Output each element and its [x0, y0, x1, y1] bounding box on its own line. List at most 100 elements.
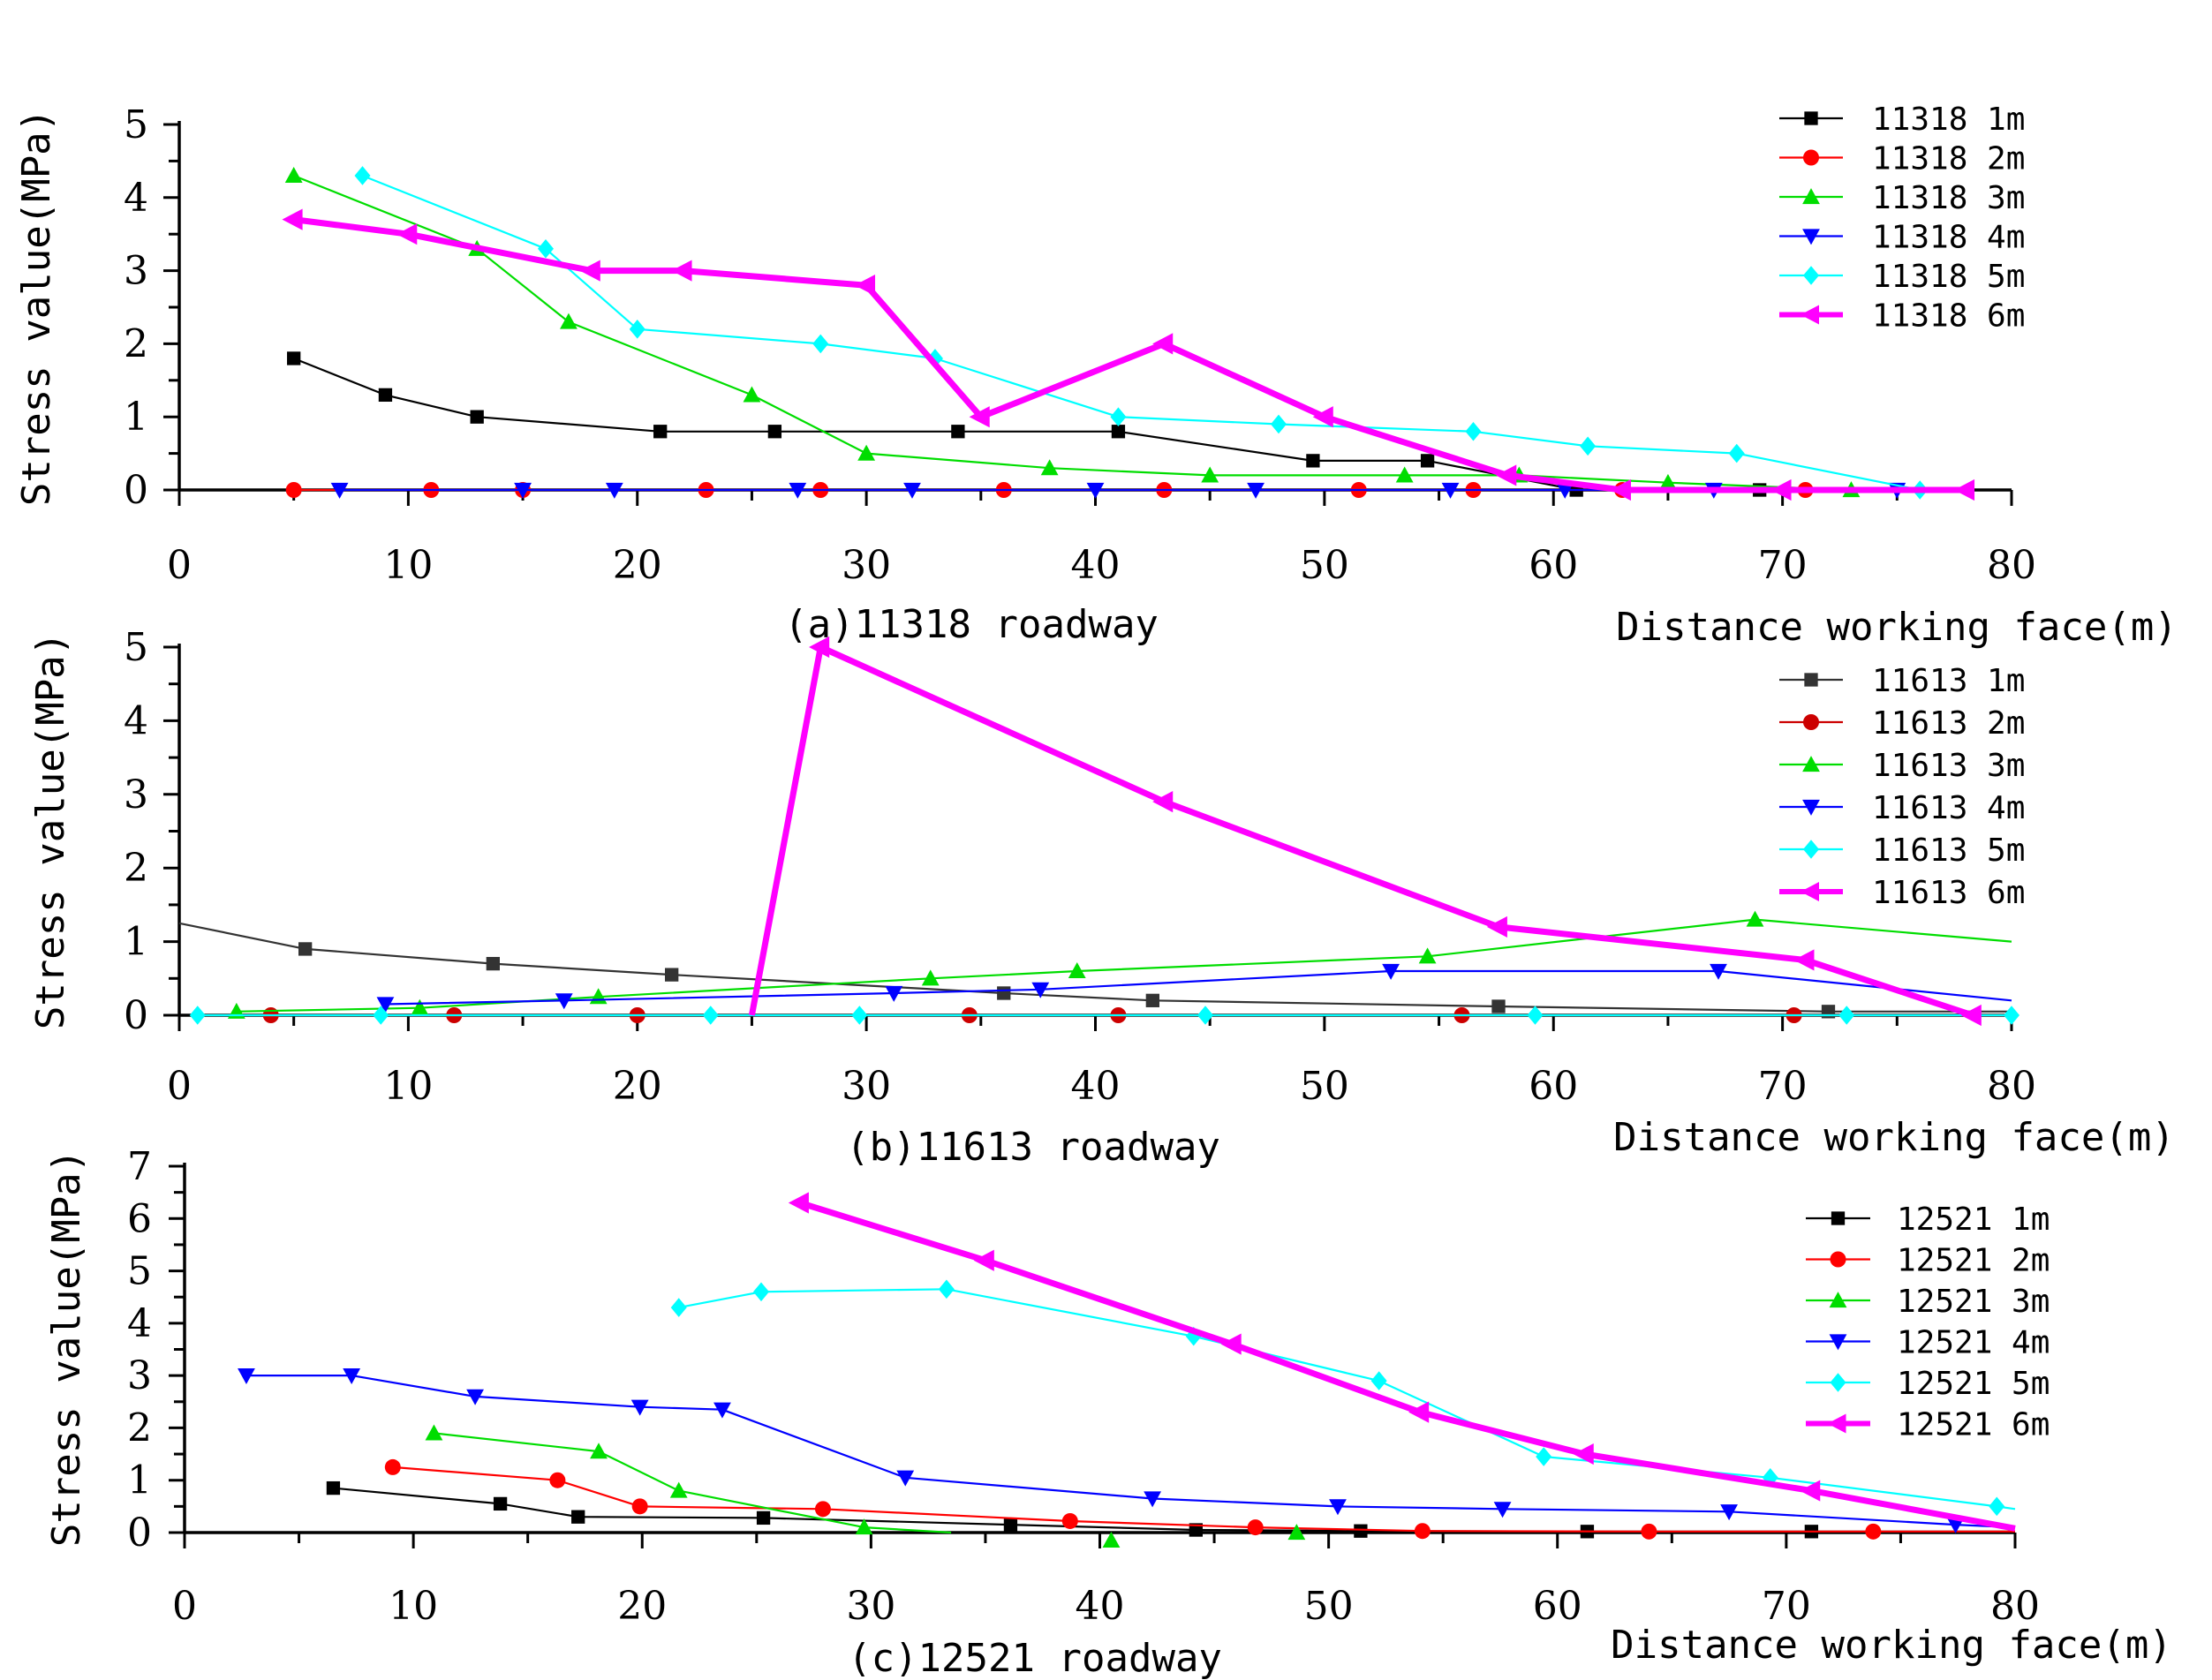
data-point [1408, 1401, 1430, 1423]
series-line [293, 216, 1967, 493]
legend-label: 11318 5m [1872, 259, 2025, 295]
data-point [926, 349, 943, 368]
data-point [376, 997, 395, 1013]
data-point [284, 167, 303, 184]
data-point [809, 636, 830, 659]
x-axis-label: Distance working face(m) [1611, 1623, 2172, 1668]
data-point [1306, 454, 1320, 468]
y-tick-label: 3 [127, 1353, 152, 1398]
x-tick-label: 50 [1304, 1584, 1354, 1629]
y-tick-label: 1 [127, 1458, 152, 1503]
data-point [411, 998, 429, 1015]
legend-marker [1801, 882, 1819, 901]
legend-marker [1829, 1334, 1847, 1351]
data-point [997, 986, 1011, 1000]
y-tick-label: 5 [124, 102, 148, 147]
data-point [885, 985, 903, 1002]
data-point [665, 968, 679, 982]
data-point [973, 1249, 994, 1271]
legend-label: 11613 4m [1872, 790, 2025, 826]
data-point [855, 1518, 873, 1535]
legend-marker [1803, 266, 1819, 285]
data-point [1003, 1518, 1018, 1532]
data-point [756, 1510, 771, 1526]
data-point [466, 1389, 484, 1405]
data-point [1040, 459, 1059, 476]
data-point [702, 1006, 719, 1025]
data-point [1610, 478, 1631, 501]
data-point [1465, 421, 1482, 441]
data-point [298, 942, 313, 956]
data-point [1491, 999, 1506, 1013]
series-11318-1m [287, 351, 1767, 497]
legend-label: 12521 3m [1897, 1284, 2050, 1320]
y-axis-label: Stress value(MPa) [28, 632, 73, 1029]
data-point [1573, 1443, 1594, 1465]
data-point [1201, 466, 1219, 483]
legend-label: 12521 4m [1897, 1325, 2050, 1361]
data-point [1061, 1512, 1078, 1529]
data-point [1493, 1502, 1512, 1518]
x-tick-label: 70 [1762, 1584, 1811, 1629]
data-point [486, 956, 500, 971]
legend-entry: 12521 4m [1806, 1325, 2050, 1361]
x-tick-label: 80 [1990, 1584, 2040, 1629]
legend-entry: 11318 1m [1779, 102, 2025, 138]
series-line [385, 969, 2012, 1006]
series-11613-4m [376, 963, 2012, 1013]
series-line [246, 1374, 2016, 1529]
data-point [629, 320, 645, 339]
legend-marker [1803, 714, 1819, 730]
chart-panel-a: 0 10 20 30 40 50 60 70 80 0 1 2 3 4 5 Stress value(MPa)… [14, 102, 2178, 650]
data-point [1152, 333, 1174, 355]
data-point [812, 334, 829, 354]
series-12521-6m [788, 1192, 2016, 1532]
data-point [285, 482, 302, 498]
data-point [713, 1402, 731, 1419]
data-point [1865, 1523, 1882, 1540]
data-point [1102, 1531, 1121, 1548]
y-tick-label: 3 [124, 772, 148, 817]
series-12521-4m [238, 1368, 2016, 1534]
y-tick-label: 7 [127, 1144, 152, 1189]
data-point [969, 406, 990, 428]
panel-caption: (a)11318 roadway [784, 602, 1159, 647]
x-tick-label: 60 [1529, 543, 1578, 588]
series-line [798, 1200, 2016, 1532]
data-point [1287, 1524, 1306, 1541]
x-tick-label: 30 [846, 1584, 895, 1629]
legend-marker [1802, 188, 1820, 205]
data-point [938, 1279, 955, 1300]
series-line [236, 918, 2012, 1013]
data-point [560, 313, 578, 329]
legend-marker [1802, 756, 1820, 772]
legend-label: 11613 5m [1872, 832, 2025, 869]
data-point [789, 482, 807, 499]
chart-panel-c: 0 10 20 30 40 50 60 70 80 0 1 2 3 4 5 6 7 Stress value(MP… [44, 1144, 2172, 1680]
legend-entry: 11613 5m [1779, 832, 2025, 869]
data-point [670, 1298, 687, 1317]
legend-label: 11613 2m [1872, 705, 2025, 742]
data-point [354, 166, 371, 185]
legend-marker [1831, 1211, 1846, 1225]
legend-marker [1803, 149, 1819, 166]
y-tick-label: 4 [124, 698, 148, 743]
data-point [1068, 962, 1086, 979]
legend-label: 12521 6m [1897, 1407, 2050, 1443]
data-point [1838, 1006, 1855, 1025]
data-point [1536, 1447, 1552, 1466]
data-point [1031, 982, 1050, 998]
data-point [590, 1443, 608, 1459]
x-axis-label: Distance working face(m) [1616, 605, 2178, 650]
legend-entry: 11318 2m [1779, 141, 2025, 177]
data-point [1145, 993, 1159, 1007]
data-point [1414, 1523, 1431, 1540]
y-tick-label: 4 [127, 1301, 152, 1346]
data-point [1220, 1333, 1242, 1355]
data-point [631, 1498, 648, 1515]
x-tick-label: 30 [842, 543, 891, 588]
data-point [1800, 1480, 1821, 1502]
data-point [1197, 1006, 1213, 1025]
series-12521-2m [384, 1458, 2015, 1540]
data-point [1144, 1491, 1161, 1508]
